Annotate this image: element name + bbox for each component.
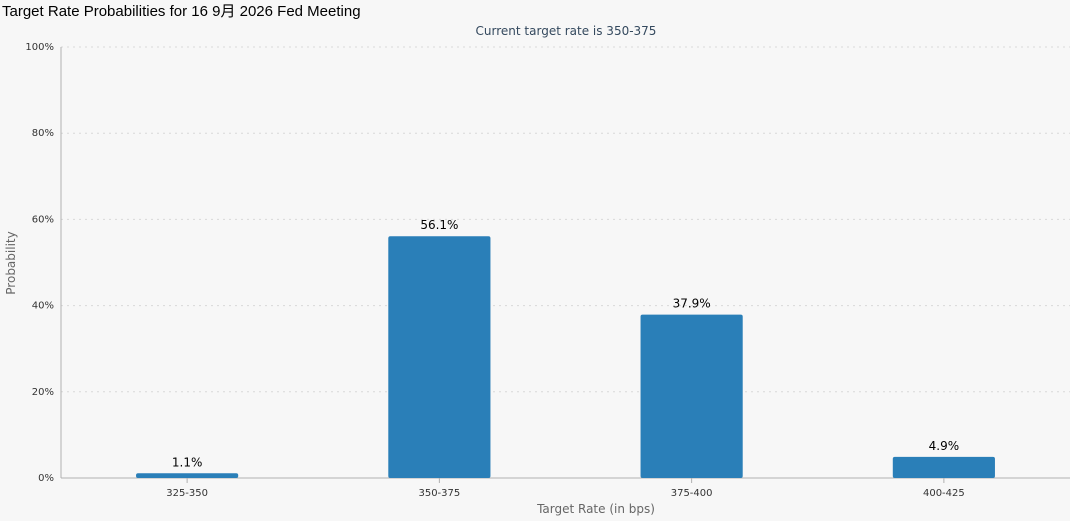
y-tick-label: 100% xyxy=(25,42,54,53)
y-axis-title: Probability xyxy=(4,231,18,294)
data-label: 56.1% xyxy=(420,218,458,232)
x-tick-label: 400-425 xyxy=(923,488,965,499)
x-tick-label: 325-350 xyxy=(166,488,208,499)
x-tick-label: 375-400 xyxy=(671,488,713,499)
y-tick-label: 0% xyxy=(38,473,54,484)
grid-lines xyxy=(61,46,1070,393)
data-label: 4.9% xyxy=(929,439,960,453)
data-label: 1.1% xyxy=(172,455,203,469)
x-axis-title: Target Rate (in bps) xyxy=(536,502,655,516)
chart-subtitle: Current target rate is 350-375 xyxy=(476,24,657,38)
axes xyxy=(60,47,1070,479)
x-tick-labels: 325-350 350-375 375-400 400-425 xyxy=(166,478,965,499)
bar[interactable] xyxy=(892,456,995,478)
y-tick-label: 20% xyxy=(32,387,54,398)
y-tick-label: 80% xyxy=(32,128,54,139)
data-label: 37.9% xyxy=(673,297,711,311)
page-title: Target Rate Probabilities for 16 9月 2026… xyxy=(2,3,361,20)
y-tick-label: 40% xyxy=(32,301,54,312)
bar[interactable] xyxy=(640,314,743,478)
y-tick-labels: 0% 20% 40% 60% 80% 100% xyxy=(25,42,54,484)
data-labels: 1.1% 56.1% 37.9% 4.9% xyxy=(172,218,959,469)
x-tick-label: 350-375 xyxy=(418,488,460,499)
bar[interactable] xyxy=(136,473,239,478)
bar[interactable] xyxy=(388,236,491,478)
y-tick-label: 60% xyxy=(32,214,54,225)
bars xyxy=(136,236,995,478)
